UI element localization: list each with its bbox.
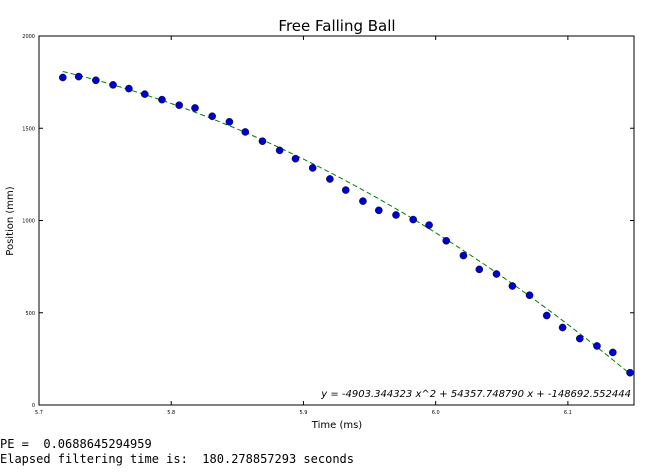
- data-point: [359, 197, 367, 205]
- data-point: [626, 368, 634, 377]
- data-point: [125, 84, 133, 93]
- plot-area: [38, 35, 635, 406]
- data-point: [459, 251, 468, 260]
- data-point: [375, 206, 383, 215]
- data-point: [208, 112, 217, 121]
- data-point: [508, 282, 517, 290]
- data-point: [558, 323, 567, 332]
- fit-line-layer: [62, 71, 631, 375]
- data-point: [158, 95, 166, 104]
- fit-curve: [62, 71, 631, 375]
- data-point: [74, 72, 83, 81]
- y-tick-label: 2000: [22, 34, 35, 40]
- console-pe-line: PE = 0.0688645294959: [0, 437, 152, 451]
- data-point: [59, 73, 67, 82]
- data-point: [542, 311, 551, 320]
- data-point: [191, 104, 199, 112]
- x-tick-label: 6.1: [564, 410, 572, 416]
- fit-equation-annotation: y = -4903.344323 x^2 + 54357.748790 x + …: [320, 389, 631, 400]
- y-tick-label: 500: [25, 311, 35, 317]
- x-tick-label: 5.8: [167, 410, 175, 416]
- data-point: [109, 81, 117, 89]
- data-point: [275, 146, 284, 155]
- data-point: [308, 164, 317, 172]
- data-point: [258, 137, 267, 145]
- data-point: [92, 76, 100, 85]
- data-point: [525, 291, 534, 300]
- y-axis-label: Position (mm): [5, 186, 16, 255]
- data-point: [575, 334, 584, 343]
- chart-title: Free Falling Ball: [278, 17, 395, 35]
- y-tick-label: 1500: [22, 126, 35, 132]
- data-point: [175, 101, 183, 109]
- data-point: [492, 270, 501, 278]
- data-point: [609, 348, 617, 357]
- data-point: [409, 215, 417, 224]
- x-axis-label: Time (ms): [311, 420, 363, 431]
- data-point: [475, 265, 484, 274]
- data-point: [442, 236, 451, 245]
- data-points: [59, 72, 634, 377]
- data-point: [291, 154, 300, 163]
- data-point: [241, 128, 250, 136]
- x-tick-label: 5.9: [299, 410, 307, 416]
- data-point: [425, 221, 433, 229]
- y-tick-label: 0: [32, 403, 35, 409]
- data-point: [225, 117, 234, 126]
- data-point: [593, 342, 601, 350]
- console-elapsed-time-line: Elapsed filtering time is: 180.278857293…: [0, 452, 355, 466]
- x-tick-label: 5.7: [35, 410, 43, 416]
- data-point: [140, 90, 149, 98]
- data-point: [326, 175, 334, 183]
- axis-ticks: 5.7 5.8 5.9 6.0 6.1 0 500 1000 1500 2000: [22, 34, 634, 416]
- data-point: [392, 211, 400, 219]
- y-tick-label: 1000: [22, 219, 35, 225]
- x-tick-label: 6.0: [432, 410, 440, 416]
- data-point: [341, 186, 350, 194]
